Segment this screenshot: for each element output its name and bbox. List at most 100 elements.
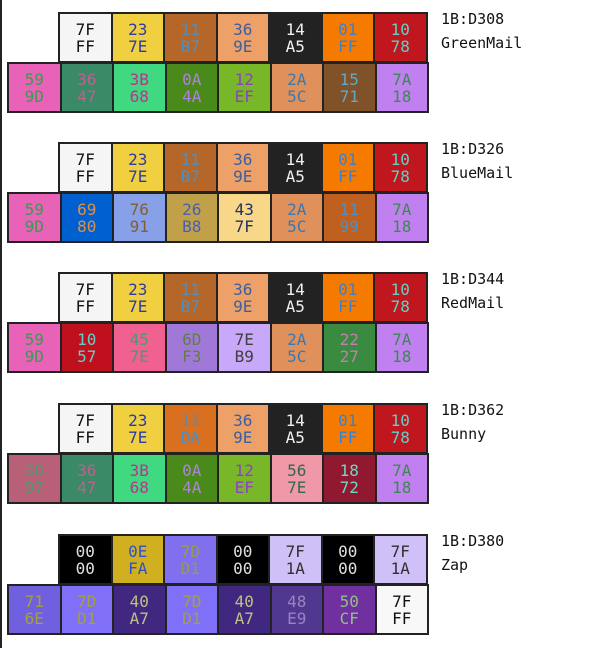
color-swatch[interactable]: 0E FA bbox=[112, 536, 163, 583]
palette-row2: 59 9D 36 47 3B 68 0A 4A 12 EF 2A 5C 15 71 7A 18 bbox=[7, 62, 429, 113]
swatch-low-byte: 47 bbox=[77, 86, 97, 106]
swatch-high-byte: 3B bbox=[129, 69, 149, 89]
palette-group-zap: 00 00 0E FA 7D D1 00 00 7F 1A 00 00 7F 1A 71 6E 7D D1 40 A7… bbox=[7, 534, 437, 636]
color-swatch[interactable]: 12 EF bbox=[219, 64, 270, 111]
color-swatch[interactable]: 48 E9 bbox=[271, 586, 322, 633]
color-swatch[interactable]: 15 71 bbox=[324, 64, 375, 111]
color-swatch[interactable]: 10 57 bbox=[61, 324, 112, 371]
color-swatch[interactable]: 71 6E bbox=[9, 586, 60, 633]
palette-group-bunny: 7F FF 23 7E 11 DA 36 9E 14 A5 01 FF 10 78 3D 97 36 47 3B 68… bbox=[7, 403, 437, 505]
color-swatch[interactable]: 45 7E bbox=[114, 324, 165, 371]
color-swatch[interactable]: 11 B7 bbox=[165, 274, 216, 321]
color-swatch[interactable]: 7A 18 bbox=[376, 324, 427, 371]
palette-label: 1B:D344 RedMail bbox=[441, 267, 504, 315]
color-swatch[interactable]: 7E B9 bbox=[219, 324, 270, 371]
color-swatch[interactable]: 11 B7 bbox=[165, 14, 216, 61]
swatch-low-byte: FF bbox=[392, 608, 412, 628]
color-swatch[interactable]: 7F FF bbox=[60, 405, 111, 452]
color-swatch[interactable]: 23 7E bbox=[112, 405, 163, 452]
color-swatch[interactable]: 7F 1A bbox=[270, 536, 321, 583]
color-swatch[interactable]: 36 9E bbox=[217, 274, 268, 321]
color-swatch[interactable]: 23 7E bbox=[112, 144, 163, 191]
color-swatch[interactable]: 23 7E bbox=[112, 14, 163, 61]
swatch-high-byte: 2A bbox=[287, 199, 307, 219]
color-swatch[interactable]: 36 9E bbox=[217, 144, 268, 191]
swatch-high-byte: 11 bbox=[180, 410, 200, 430]
color-swatch[interactable]: 14 A5 bbox=[270, 14, 321, 61]
color-swatch[interactable]: 7D D1 bbox=[165, 536, 216, 583]
color-swatch[interactable]: 3B 68 bbox=[114, 455, 165, 502]
color-swatch[interactable]: 22 27 bbox=[324, 324, 375, 371]
color-swatch[interactable]: 14 A5 bbox=[270, 144, 321, 191]
color-swatch[interactable]: 7A 18 bbox=[376, 64, 427, 111]
color-swatch[interactable]: 00 00 bbox=[322, 536, 373, 583]
color-swatch[interactable]: 7F FF bbox=[60, 14, 111, 61]
color-swatch[interactable]: 40 A7 bbox=[219, 586, 270, 633]
swatch-low-byte: 78 bbox=[390, 36, 410, 56]
swatch-high-byte: 23 bbox=[128, 410, 148, 430]
swatch-high-byte: 69 bbox=[77, 199, 97, 219]
color-swatch[interactable]: 76 91 bbox=[114, 194, 165, 241]
color-swatch[interactable]: 7A 18 bbox=[376, 194, 427, 241]
color-swatch[interactable]: 10 78 bbox=[375, 144, 426, 191]
swatch-low-byte: 4A bbox=[182, 86, 202, 106]
color-swatch[interactable]: 00 00 bbox=[60, 536, 111, 583]
color-swatch[interactable]: 7F 1A bbox=[375, 536, 426, 583]
palette-label: 1B:D362 Bunny bbox=[441, 398, 504, 446]
swatch-low-byte: 7F bbox=[234, 216, 254, 236]
color-swatch[interactable]: 01 FF bbox=[322, 144, 373, 191]
swatch-high-byte: 23 bbox=[128, 19, 148, 39]
color-swatch[interactable]: 59 9D bbox=[9, 194, 60, 241]
color-swatch[interactable]: 26 B8 bbox=[166, 194, 217, 241]
color-swatch[interactable]: 36 47 bbox=[61, 455, 112, 502]
color-swatch[interactable]: 12 EF bbox=[219, 455, 270, 502]
palette-name: RedMail bbox=[441, 294, 505, 312]
color-swatch[interactable]: 7D D1 bbox=[61, 586, 112, 633]
color-swatch[interactable]: 10 78 bbox=[375, 14, 426, 61]
color-swatch[interactable]: 3B 68 bbox=[114, 64, 165, 111]
color-swatch[interactable]: 40 A7 bbox=[114, 586, 165, 633]
color-swatch[interactable]: 59 9D bbox=[9, 324, 60, 371]
color-swatch[interactable]: 2A 5C bbox=[271, 194, 322, 241]
color-swatch[interactable]: 01 FF bbox=[322, 14, 373, 61]
swatch-low-byte: A5 bbox=[285, 296, 305, 316]
color-swatch[interactable]: 01 FF bbox=[322, 274, 373, 321]
color-swatch[interactable]: 18 72 bbox=[324, 455, 375, 502]
color-swatch[interactable]: 7A 18 bbox=[376, 455, 427, 502]
swatch-high-byte: 00 bbox=[75, 541, 95, 561]
swatch-low-byte: 7E bbox=[128, 296, 148, 316]
swatch-high-byte: 7E bbox=[234, 329, 254, 349]
color-swatch[interactable]: 7F FF bbox=[60, 144, 111, 191]
color-swatch[interactable]: 56 7E bbox=[271, 455, 322, 502]
color-swatch[interactable]: 11 99 bbox=[324, 194, 375, 241]
color-swatch[interactable]: 43 7F bbox=[219, 194, 270, 241]
color-swatch[interactable]: 23 7E bbox=[112, 274, 163, 321]
color-swatch[interactable]: 01 FF bbox=[322, 405, 373, 452]
color-swatch[interactable]: 3D 97 bbox=[9, 455, 60, 502]
color-swatch[interactable]: 0A 4A bbox=[166, 455, 217, 502]
color-swatch[interactable]: 69 80 bbox=[61, 194, 112, 241]
color-swatch[interactable]: 14 A5 bbox=[270, 405, 321, 452]
color-swatch[interactable]: 11 DA bbox=[165, 405, 216, 452]
color-swatch[interactable]: 7F FF bbox=[376, 586, 427, 633]
swatch-low-byte: 5C bbox=[287, 86, 307, 106]
color-swatch[interactable]: 36 47 bbox=[61, 64, 112, 111]
swatch-high-byte: 10 bbox=[77, 329, 97, 349]
color-swatch[interactable]: 2A 5C bbox=[271, 64, 322, 111]
color-swatch[interactable]: 7D D1 bbox=[166, 586, 217, 633]
color-swatch[interactable]: 36 9E bbox=[217, 14, 268, 61]
color-swatch[interactable]: 36 9E bbox=[217, 405, 268, 452]
color-swatch[interactable]: 7F FF bbox=[60, 274, 111, 321]
swatch-low-byte: 71 bbox=[339, 86, 359, 106]
color-swatch[interactable]: 59 9D bbox=[9, 64, 60, 111]
color-swatch[interactable]: 50 CF bbox=[324, 586, 375, 633]
color-swatch[interactable]: 00 00 bbox=[217, 536, 268, 583]
swatch-high-byte: 11 bbox=[180, 279, 200, 299]
color-swatch[interactable]: 11 B7 bbox=[165, 144, 216, 191]
color-swatch[interactable]: 6D F3 bbox=[166, 324, 217, 371]
color-swatch[interactable]: 14 A5 bbox=[270, 274, 321, 321]
color-swatch[interactable]: 2A 5C bbox=[271, 324, 322, 371]
color-swatch[interactable]: 0A 4A bbox=[166, 64, 217, 111]
color-swatch[interactable]: 10 78 bbox=[375, 274, 426, 321]
color-swatch[interactable]: 10 78 bbox=[375, 405, 426, 452]
